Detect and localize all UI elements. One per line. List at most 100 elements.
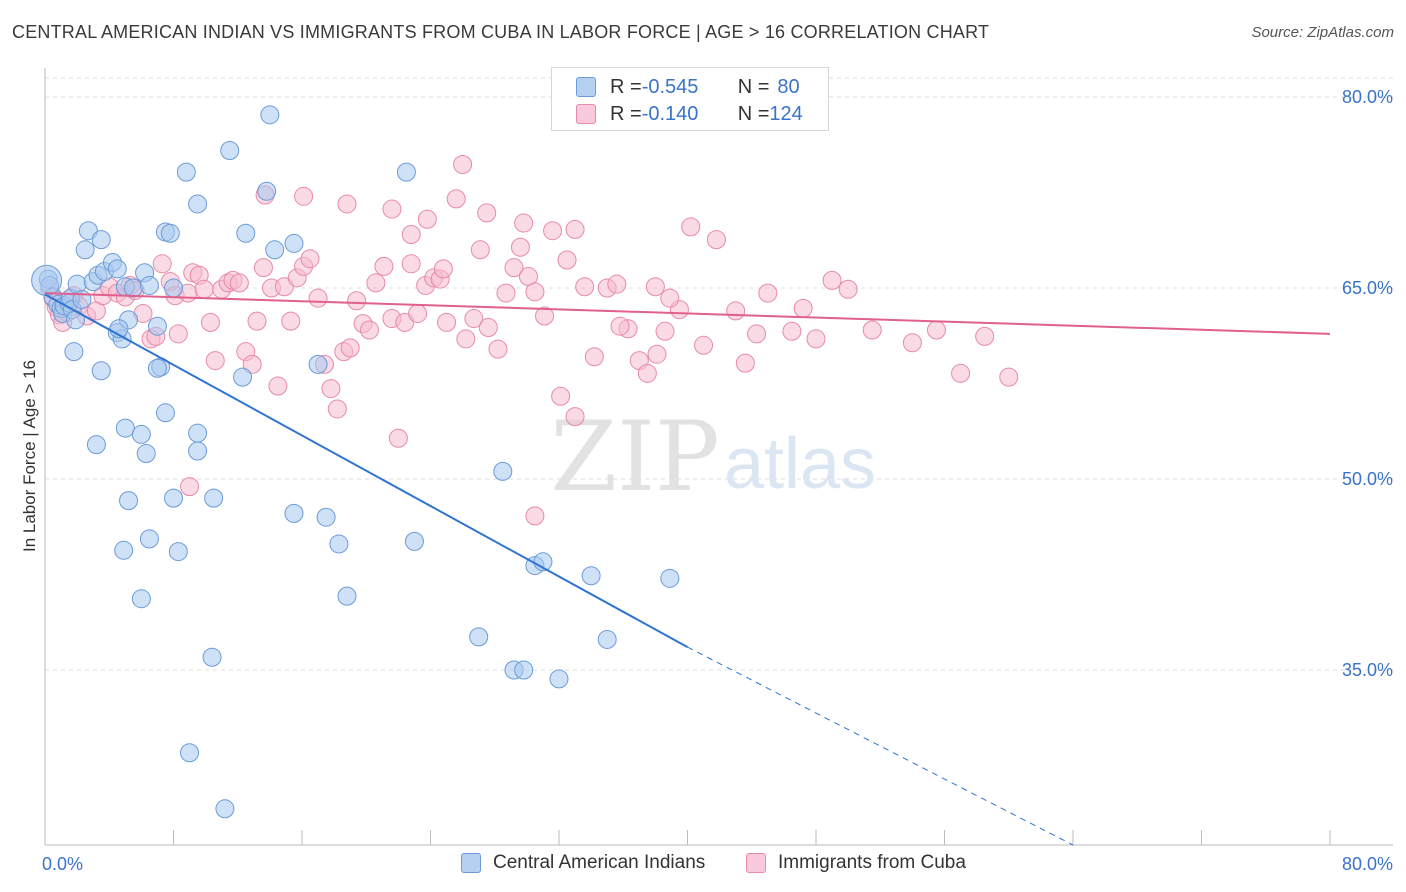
y-tick-label: 35.0%: [1342, 660, 1393, 680]
data-point-immigrants-from-cuba: [247, 311, 267, 331]
data-point-immigrants-from-cuba: [975, 326, 995, 346]
data-point-central-american-indians: [337, 586, 357, 606]
chart-title: CENTRAL AMERICAN INDIAN VS IMMIGRANTS FR…: [12, 22, 990, 42]
data-point-immigrants-from-cuba: [437, 312, 457, 332]
data-point-central-american-indians: [220, 140, 240, 160]
data-point-central-american-indians: [188, 194, 208, 214]
data-point-central-american-indians: [581, 566, 601, 586]
data-point-central-american-indians: [115, 418, 135, 438]
data-point-immigrants-from-cuba: [514, 213, 534, 233]
data-point-immigrants-from-cuba: [417, 209, 437, 229]
data-point-immigrants-from-cuba: [488, 339, 508, 359]
data-point-immigrants-from-cuba: [694, 335, 714, 355]
data-point-central-american-indians: [316, 507, 336, 527]
data-point-immigrants-from-cuba: [999, 367, 1019, 387]
data-point-immigrants-from-cuba: [565, 219, 585, 239]
stats-row-central-american-indians: R = -0.545 N = 80: [576, 75, 800, 99]
stats-legend: R = -0.545 N = 80 R = -0.140 N = 124: [551, 67, 829, 131]
data-point-immigrants-from-cuba: [782, 321, 802, 341]
data-point-immigrants-from-cuba: [401, 254, 421, 274]
data-point-immigrants-from-cuba: [660, 288, 680, 308]
data-point-immigrants-from-cuba: [152, 254, 172, 274]
data-point-immigrants-from-cuba: [194, 279, 214, 299]
r-value: -0.545: [641, 75, 699, 98]
legend-swatch-pink: [576, 104, 596, 124]
data-point-central-american-indians: [131, 589, 151, 609]
data-point-central-american-indians: [91, 230, 111, 250]
legend-item-central-american-indians: Central American Indians: [461, 852, 705, 874]
data-point-central-american-indians: [123, 278, 143, 298]
data-point-central-american-indians: [549, 669, 569, 689]
data-point-immigrants-from-cuba: [180, 477, 200, 497]
data-point-immigrants-from-cuba: [382, 199, 402, 219]
data-point-central-american-indians: [155, 403, 175, 423]
data-point-central-american-indians: [329, 534, 349, 554]
data-point-immigrants-from-cuba: [647, 344, 667, 364]
data-point-central-american-indians: [188, 423, 208, 443]
legend-item-immigrants-from-cuba: Immigrants from Cuba: [746, 852, 966, 874]
n-label: N =: [737, 102, 770, 125]
data-point-immigrants-from-cuba: [408, 303, 428, 323]
data-point-immigrants-from-cuba: [575, 277, 595, 297]
trend-line-immigrants-from-cuba: [44, 292, 1331, 335]
data-point-immigrants-from-cuba: [565, 407, 585, 427]
data-point-immigrants-from-cuba: [610, 316, 630, 336]
data-point-immigrants-from-cuba: [374, 256, 394, 276]
data-point-immigrants-from-cuba: [584, 347, 604, 367]
data-point-immigrants-from-cuba: [253, 258, 273, 278]
data-point-immigrants-from-cuba: [327, 399, 347, 419]
legend-swatch-pink: [746, 853, 766, 873]
data-point-central-american-indians: [91, 361, 111, 381]
legend-swatch-blue: [461, 853, 481, 873]
n-value: 124: [769, 102, 803, 125]
data-point-central-american-indians: [75, 240, 95, 260]
stats-row-immigrants-from-cuba: R = -0.140 N = 124: [576, 102, 803, 126]
data-point-immigrants-from-cuba: [637, 363, 657, 383]
axis-layer: [44, 68, 1393, 846]
data-point-immigrants-from-cuba: [793, 298, 813, 318]
data-point-central-american-indians: [114, 540, 134, 560]
data-point-central-american-indians: [139, 529, 159, 549]
r-label: R =: [610, 75, 642, 98]
data-point-immigrants-from-cuba: [337, 194, 357, 214]
data-point-immigrants-from-cuba: [747, 324, 767, 344]
legend-label: Immigrants from Cuba: [778, 852, 966, 873]
data-point-immigrants-from-cuba: [446, 189, 466, 209]
data-point-immigrants-from-cuba: [551, 386, 571, 406]
data-point-central-american-indians: [119, 491, 139, 511]
data-point-central-american-indians: [284, 503, 304, 523]
data-point-central-american-indians: [86, 435, 106, 455]
y-tick-label: 80.0%: [1342, 87, 1393, 107]
data-point-immigrants-from-cuba: [862, 320, 882, 340]
y-tick-label: 65.0%: [1342, 278, 1393, 298]
data-point-immigrants-from-cuba: [205, 351, 225, 371]
data-point-immigrants-from-cuba: [726, 301, 746, 321]
data-point-immigrants-from-cuba: [535, 306, 555, 326]
watermark-atlas: atlas: [724, 424, 876, 504]
n-label: N =: [737, 75, 770, 98]
data-point-immigrants-from-cuba: [300, 249, 320, 269]
data-point-central-american-indians: [236, 223, 256, 243]
data-point-immigrants-from-cuba: [433, 259, 453, 279]
r-label: R =: [610, 102, 642, 125]
n-value: 80: [777, 75, 800, 98]
data-point-immigrants-from-cuba: [347, 291, 367, 311]
data-point-immigrants-from-cuba: [453, 154, 473, 174]
legend-label: Central American Indians: [493, 852, 706, 873]
data-point-immigrants-from-cuba: [477, 203, 497, 223]
data-point-immigrants-from-cuba: [926, 320, 946, 340]
data-point-immigrants-from-cuba: [478, 317, 498, 337]
y-tick-label: 50.0%: [1342, 469, 1393, 489]
data-point-immigrants-from-cuba: [321, 379, 341, 399]
data-point-immigrants-from-cuba: [496, 283, 516, 303]
data-point-central-american-indians: [160, 223, 180, 243]
data-point-immigrants-from-cuba: [388, 428, 408, 448]
data-point-immigrants-from-cuba: [359, 320, 379, 340]
data-point-central-american-indians: [493, 461, 513, 481]
trend-extension-central-american-indians: [687, 646, 1074, 846]
data-point-immigrants-from-cuba: [401, 225, 421, 245]
data-point-central-american-indians: [660, 568, 680, 588]
data-point-central-american-indians: [31, 264, 63, 296]
data-point-central-american-indians: [202, 647, 222, 667]
